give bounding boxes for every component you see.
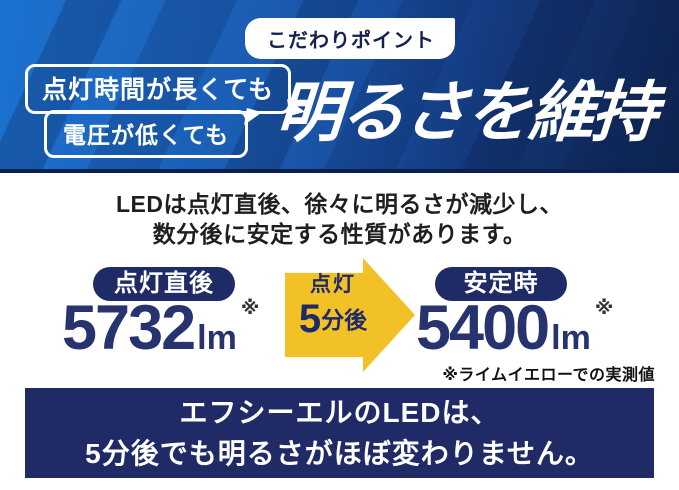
- after-value-group: 5400 lm ※: [416, 297, 613, 360]
- after-note-mark: ※: [594, 298, 614, 319]
- banner-line-1: エフシーエルのLEDは、: [179, 396, 500, 428]
- bubble-low-voltage: 電圧が低くても: [44, 108, 263, 158]
- arrow-text-line-2: 5分後: [287, 298, 379, 340]
- arrow-minutes-suffix: 分後: [321, 307, 368, 334]
- bubble-long-lighting-time: 点灯時間が長くても: [25, 64, 306, 116]
- banner-line-2: 5分後でも明るさがほぼ変わりません。: [85, 437, 594, 469]
- after-label-pill: 安定時: [435, 267, 567, 301]
- kodawari-point-label: こだわりポイント: [267, 30, 435, 52]
- before-value-group: 5732 lm ※: [62, 297, 259, 360]
- before-value: 5732: [62, 293, 196, 363]
- arrow-text-line-1: 点灯: [310, 273, 356, 296]
- header-section: こだわりポイント 点灯時間が長くても 電圧が低くても 明るさを維持: [0, 0, 679, 173]
- arrow-minutes-number: 5: [298, 297, 322, 342]
- bubble-low-voltage-label: 電圧が低くても: [63, 122, 230, 148]
- kodawari-point-badge: こだわりポイント: [245, 18, 455, 59]
- measurement-footnote: ※ライムイエローでの実測値: [442, 367, 655, 384]
- bubble-long-lighting-label: 点灯時間が長くても: [42, 76, 275, 104]
- transition-arrow-text: 点灯 5分後: [287, 273, 379, 340]
- explanation-text: LEDは点灯直後、徐々に明るさが減少し、 数分後に安定する性質があります。: [0, 189, 679, 250]
- after-unit: lm: [551, 319, 591, 357]
- before-note-mark: ※: [240, 298, 260, 319]
- explanation-line-1: LEDは点灯直後、徐々に明るさが減少し、: [116, 191, 563, 217]
- before-unit: lm: [197, 319, 237, 357]
- after-value: 5400: [416, 293, 550, 363]
- bottom-banner: エフシーエルのLEDは、 5分後でも明るさがほぼ変わりません。: [25, 388, 654, 478]
- explanation-line-2: 数分後に安定する性質があります。: [152, 221, 527, 248]
- before-label-pill: 点灯直後: [93, 267, 235, 301]
- main-title: 明るさを維持: [273, 75, 658, 149]
